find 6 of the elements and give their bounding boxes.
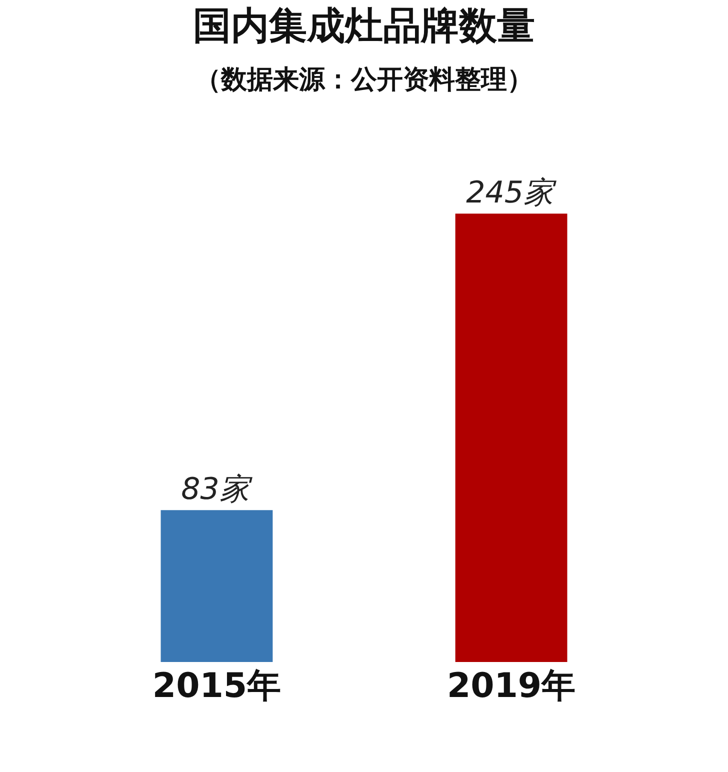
- x-tick-label: 2015年: [152, 666, 282, 706]
- data-label: 245家: [466, 176, 556, 211]
- chart-title: 国内集成灶品牌数量: [193, 4, 535, 48]
- data-label: 83家: [181, 472, 252, 508]
- chart-subtitle: （数据来源：公开资料整理）: [195, 65, 533, 95]
- x-tick-label: 2019年: [446, 666, 576, 706]
